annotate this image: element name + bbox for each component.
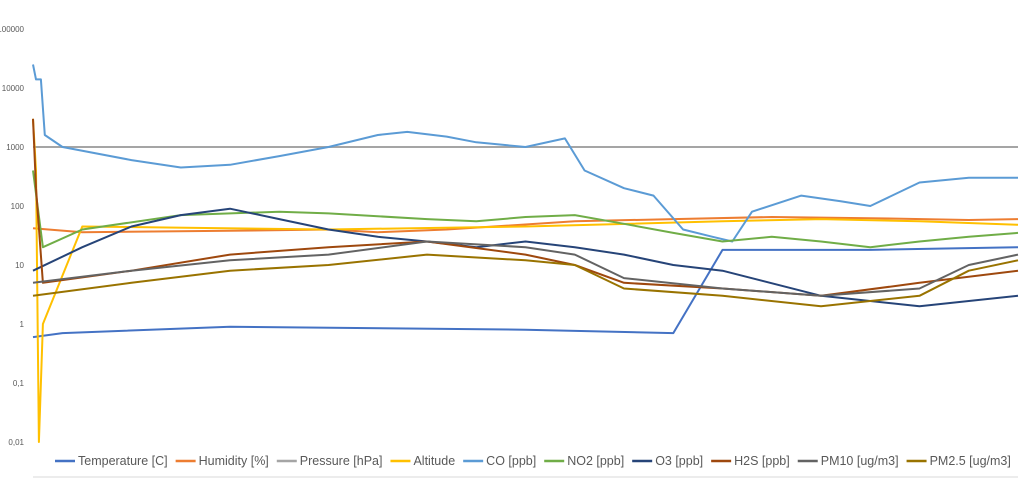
legend-label: Temperature [C]	[78, 454, 168, 468]
series-line	[32, 246, 1019, 339]
legend-label: PM10 [ug/m3]	[821, 454, 899, 468]
y-tick-label: 0,01	[8, 438, 24, 447]
legend-label: NO2 [ppb]	[567, 454, 624, 468]
y-tick-label: 1000	[6, 143, 24, 152]
legend: Temperature [C] Humidity [%] Pressure [hPa…	[55, 454, 1011, 468]
legend-label: O3 [ppb]	[655, 454, 703, 468]
series-line	[32, 64, 1018, 243]
series-line	[32, 216, 1019, 234]
legend-label: Humidity [%]	[199, 454, 269, 468]
series-lines	[32, 64, 1019, 443]
y-tick-label: 100	[11, 202, 25, 211]
legend-label: CO [ppb]	[486, 454, 536, 468]
y-tick-label: 1	[20, 320, 25, 329]
legend-label: PM2.5 [ug/m3]	[930, 454, 1011, 468]
series-line	[32, 240, 1019, 297]
y-tick-label: 10	[15, 261, 24, 270]
y-tick-label: 0,1	[13, 379, 25, 388]
legend-label: Altitude	[413, 454, 455, 468]
legend-label: Pressure [hPa]	[300, 454, 383, 468]
legend-label: H2S [ppb]	[734, 454, 790, 468]
series-line	[32, 253, 1019, 308]
y-tick-label: 10000	[2, 84, 25, 93]
